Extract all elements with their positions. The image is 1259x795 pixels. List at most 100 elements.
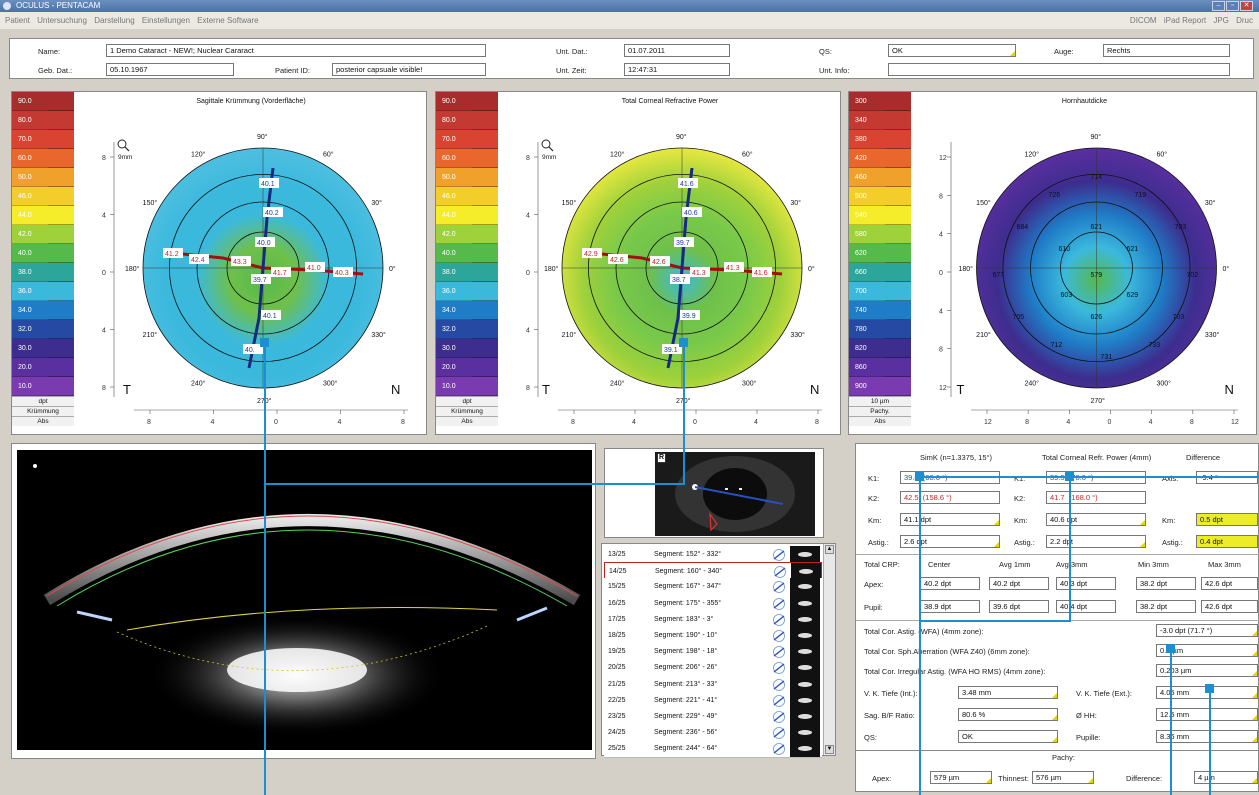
pupil-center[interactable]: 38.9 dpt bbox=[920, 600, 980, 613]
map-value: 39.7 bbox=[253, 277, 267, 284]
patient-id-field[interactable]: posterior capsuale visible! bbox=[332, 63, 486, 76]
k2-field[interactable]: 42.5 (158.6 °) bbox=[900, 491, 1000, 504]
maximize-button[interactable]: ▫ bbox=[1226, 1, 1239, 11]
scale-swatch bbox=[472, 320, 498, 339]
apex-avg1[interactable]: 40.2 dpt bbox=[989, 577, 1049, 590]
scroll-up-button[interactable]: ▲ bbox=[825, 545, 834, 554]
menu-untersuchung[interactable]: Untersuchung bbox=[37, 16, 87, 25]
astig-diff-field[interactable]: 0.4 dpt bbox=[1196, 535, 1258, 548]
thinnest-field[interactable]: 576 µm bbox=[1032, 771, 1094, 784]
segment-row[interactable]: 20/25 Segment: 206° - 26° bbox=[604, 659, 822, 678]
exam-date-field[interactable]: 01.07.2011 bbox=[624, 44, 730, 57]
map-value: 38.7 bbox=[672, 277, 686, 284]
astigb-field[interactable]: 2.2 dpt bbox=[1046, 535, 1146, 548]
segment-list[interactable]: ▲ ▼ 13/25 Segment: 152° - 332° 14/25 Segmen… bbox=[601, 543, 836, 759]
minimize-button[interactable]: – bbox=[1212, 1, 1225, 11]
ac-depth-ext-label: V. K. Tiefe (Ext.): bbox=[1076, 689, 1132, 698]
bf-ratio-field[interactable]: 80.6 % bbox=[958, 708, 1058, 721]
pachy-difference-field[interactable]: 4 µm bbox=[1194, 771, 1258, 784]
connector-handle[interactable] bbox=[1065, 472, 1074, 481]
map-value: 40.0 bbox=[257, 240, 271, 247]
kmb-field[interactable]: 40.6 dpt bbox=[1046, 513, 1146, 526]
ac-depth-int-field[interactable]: 3.48 mm bbox=[958, 686, 1058, 699]
name-label: Name: bbox=[38, 47, 61, 56]
segment-thumbnail bbox=[790, 740, 820, 758]
thickness-value: 603 bbox=[1061, 292, 1073, 299]
scroll-down-button[interactable]: ▼ bbox=[825, 745, 834, 754]
segment-scrollbar[interactable]: ▲ ▼ bbox=[823, 544, 835, 755]
nasal-label: N bbox=[391, 382, 400, 397]
menu-patient[interactable]: Patient bbox=[5, 16, 30, 25]
connector-handle[interactable] bbox=[1205, 684, 1214, 693]
eye-field[interactable]: Rechts bbox=[1103, 44, 1230, 57]
y-tick-label: 0 bbox=[526, 270, 530, 277]
menu-druck[interactable]: Druc bbox=[1236, 16, 1253, 25]
difference-header: Difference bbox=[1186, 453, 1221, 462]
exam-time-field[interactable]: 12:47:31 bbox=[624, 63, 730, 76]
km-field[interactable]: 41.1 dpt bbox=[900, 513, 1000, 526]
close-button[interactable]: ✕ bbox=[1240, 1, 1253, 11]
pupil-max3[interactable]: 42.6 dpt bbox=[1201, 600, 1258, 613]
exam-info-field[interactable] bbox=[888, 63, 1230, 76]
pupil-min3[interactable]: 38.2 dpt bbox=[1136, 600, 1196, 613]
x-tick-label: 4 bbox=[211, 419, 215, 426]
menu-dicom[interactable]: DICOM bbox=[1129, 16, 1157, 25]
apex-avg3[interactable]: 40.3 dpt bbox=[1056, 577, 1116, 590]
menu-darstellung[interactable]: Darstellung bbox=[94, 16, 135, 25]
segment-number: 15/25 bbox=[608, 583, 626, 591]
angle-label: 300° bbox=[323, 379, 338, 387]
qs-result-field[interactable]: OK bbox=[958, 730, 1058, 743]
eye-camera-image[interactable] bbox=[655, 452, 815, 536]
scale-value: 820 bbox=[849, 339, 885, 358]
y-tick-label: 4 bbox=[526, 213, 530, 220]
pupil-avg3[interactable]: 40.4 dpt bbox=[1056, 600, 1116, 613]
pupil-avg1[interactable]: 39.6 dpt bbox=[989, 600, 1049, 613]
qs-field[interactable]: OK bbox=[888, 44, 1016, 57]
segment-row[interactable]: 18/25 Segment: 190° - 10° bbox=[604, 627, 822, 645]
name-field[interactable]: 1 Demo Cataract - NEW!; Nuclear Cararact bbox=[106, 44, 486, 57]
pupille-field[interactable]: 8.36 mm bbox=[1156, 730, 1258, 743]
irregular-astig-field[interactable]: 0.203 µm bbox=[1156, 664, 1258, 677]
menu-externe-software[interactable]: Externe Software bbox=[197, 16, 259, 25]
map-value: 41.7 bbox=[273, 270, 287, 277]
pachy-apex-field[interactable]: 579 µm bbox=[930, 771, 992, 784]
segment-row[interactable]: 17/25 Segment: 183° - 3° bbox=[604, 610, 822, 629]
segment-row[interactable]: 14/25 Segment: 160° - 340° bbox=[604, 562, 822, 581]
dob-field[interactable]: 05.10.1967 bbox=[106, 63, 234, 76]
apex-center[interactable]: 40.2 dpt bbox=[920, 577, 980, 590]
astig-wfa-field[interactable]: -3.0 dpt (71.7 °) bbox=[1156, 624, 1258, 637]
k2b-field[interactable]: 41.7 (168.0 °) bbox=[1046, 491, 1146, 504]
scale-swatch bbox=[885, 187, 911, 206]
curvature-map-plot[interactable]: 840488404890°60°30°0°330°300°270°240°210… bbox=[74, 92, 428, 436]
menu-einstellungen[interactable]: Einstellungen bbox=[141, 16, 190, 25]
map-dashed-ring bbox=[140, 145, 386, 391]
km-diff-field[interactable]: 0.5 dpt bbox=[1196, 513, 1258, 526]
title-bar: OCULUS - PENTACAM – ▫ ✕ bbox=[0, 0, 1259, 12]
scale-swatch bbox=[885, 111, 911, 130]
scheimpflug-image[interactable] bbox=[17, 450, 592, 750]
refractive-power-map-plot[interactable]: 840488404890°60°30°0°330°300°270°240°210… bbox=[498, 92, 842, 436]
menu-jpg[interactable]: JPG bbox=[1213, 16, 1229, 25]
scale-swatch bbox=[885, 206, 911, 225]
scale-footer: Krümmung bbox=[12, 406, 74, 416]
scale-value: 540 bbox=[849, 206, 885, 225]
angle-label: 330° bbox=[790, 331, 805, 339]
menu-ipad-report[interactable]: iPad Report bbox=[1163, 16, 1207, 25]
segment-row[interactable]: 25/25 Segment: 244° - 64° bbox=[604, 740, 822, 759]
segment-orientation-icon bbox=[773, 662, 785, 675]
connector-handle[interactable] bbox=[1166, 644, 1175, 653]
segment-thumbnail bbox=[790, 610, 820, 628]
exam-date-label: Unt. Dat.: bbox=[556, 47, 588, 56]
pachymetry-map-plot[interactable]: 12 8 4 0 4 8 12 12 8 4 0 4 8 12 90° 60° 30° 0° 330° 300° 270… bbox=[911, 92, 1258, 436]
connector-handle[interactable] bbox=[260, 338, 269, 347]
segment-orientation-icon bbox=[773, 711, 785, 723]
connector-handle[interactable] bbox=[915, 472, 924, 481]
scale-swatch bbox=[885, 282, 911, 301]
hh-field[interactable]: 12.5 mm bbox=[1156, 708, 1258, 721]
apex-min3[interactable]: 38.2 dpt bbox=[1136, 577, 1196, 590]
connector-handle[interactable] bbox=[679, 338, 688, 347]
apex-max3[interactable]: 42.6 dpt bbox=[1201, 577, 1258, 590]
scale-footer: Abs bbox=[436, 416, 498, 426]
astig-field[interactable]: 2.6 dpt bbox=[900, 535, 1000, 548]
zoom-icon bbox=[541, 139, 551, 149]
